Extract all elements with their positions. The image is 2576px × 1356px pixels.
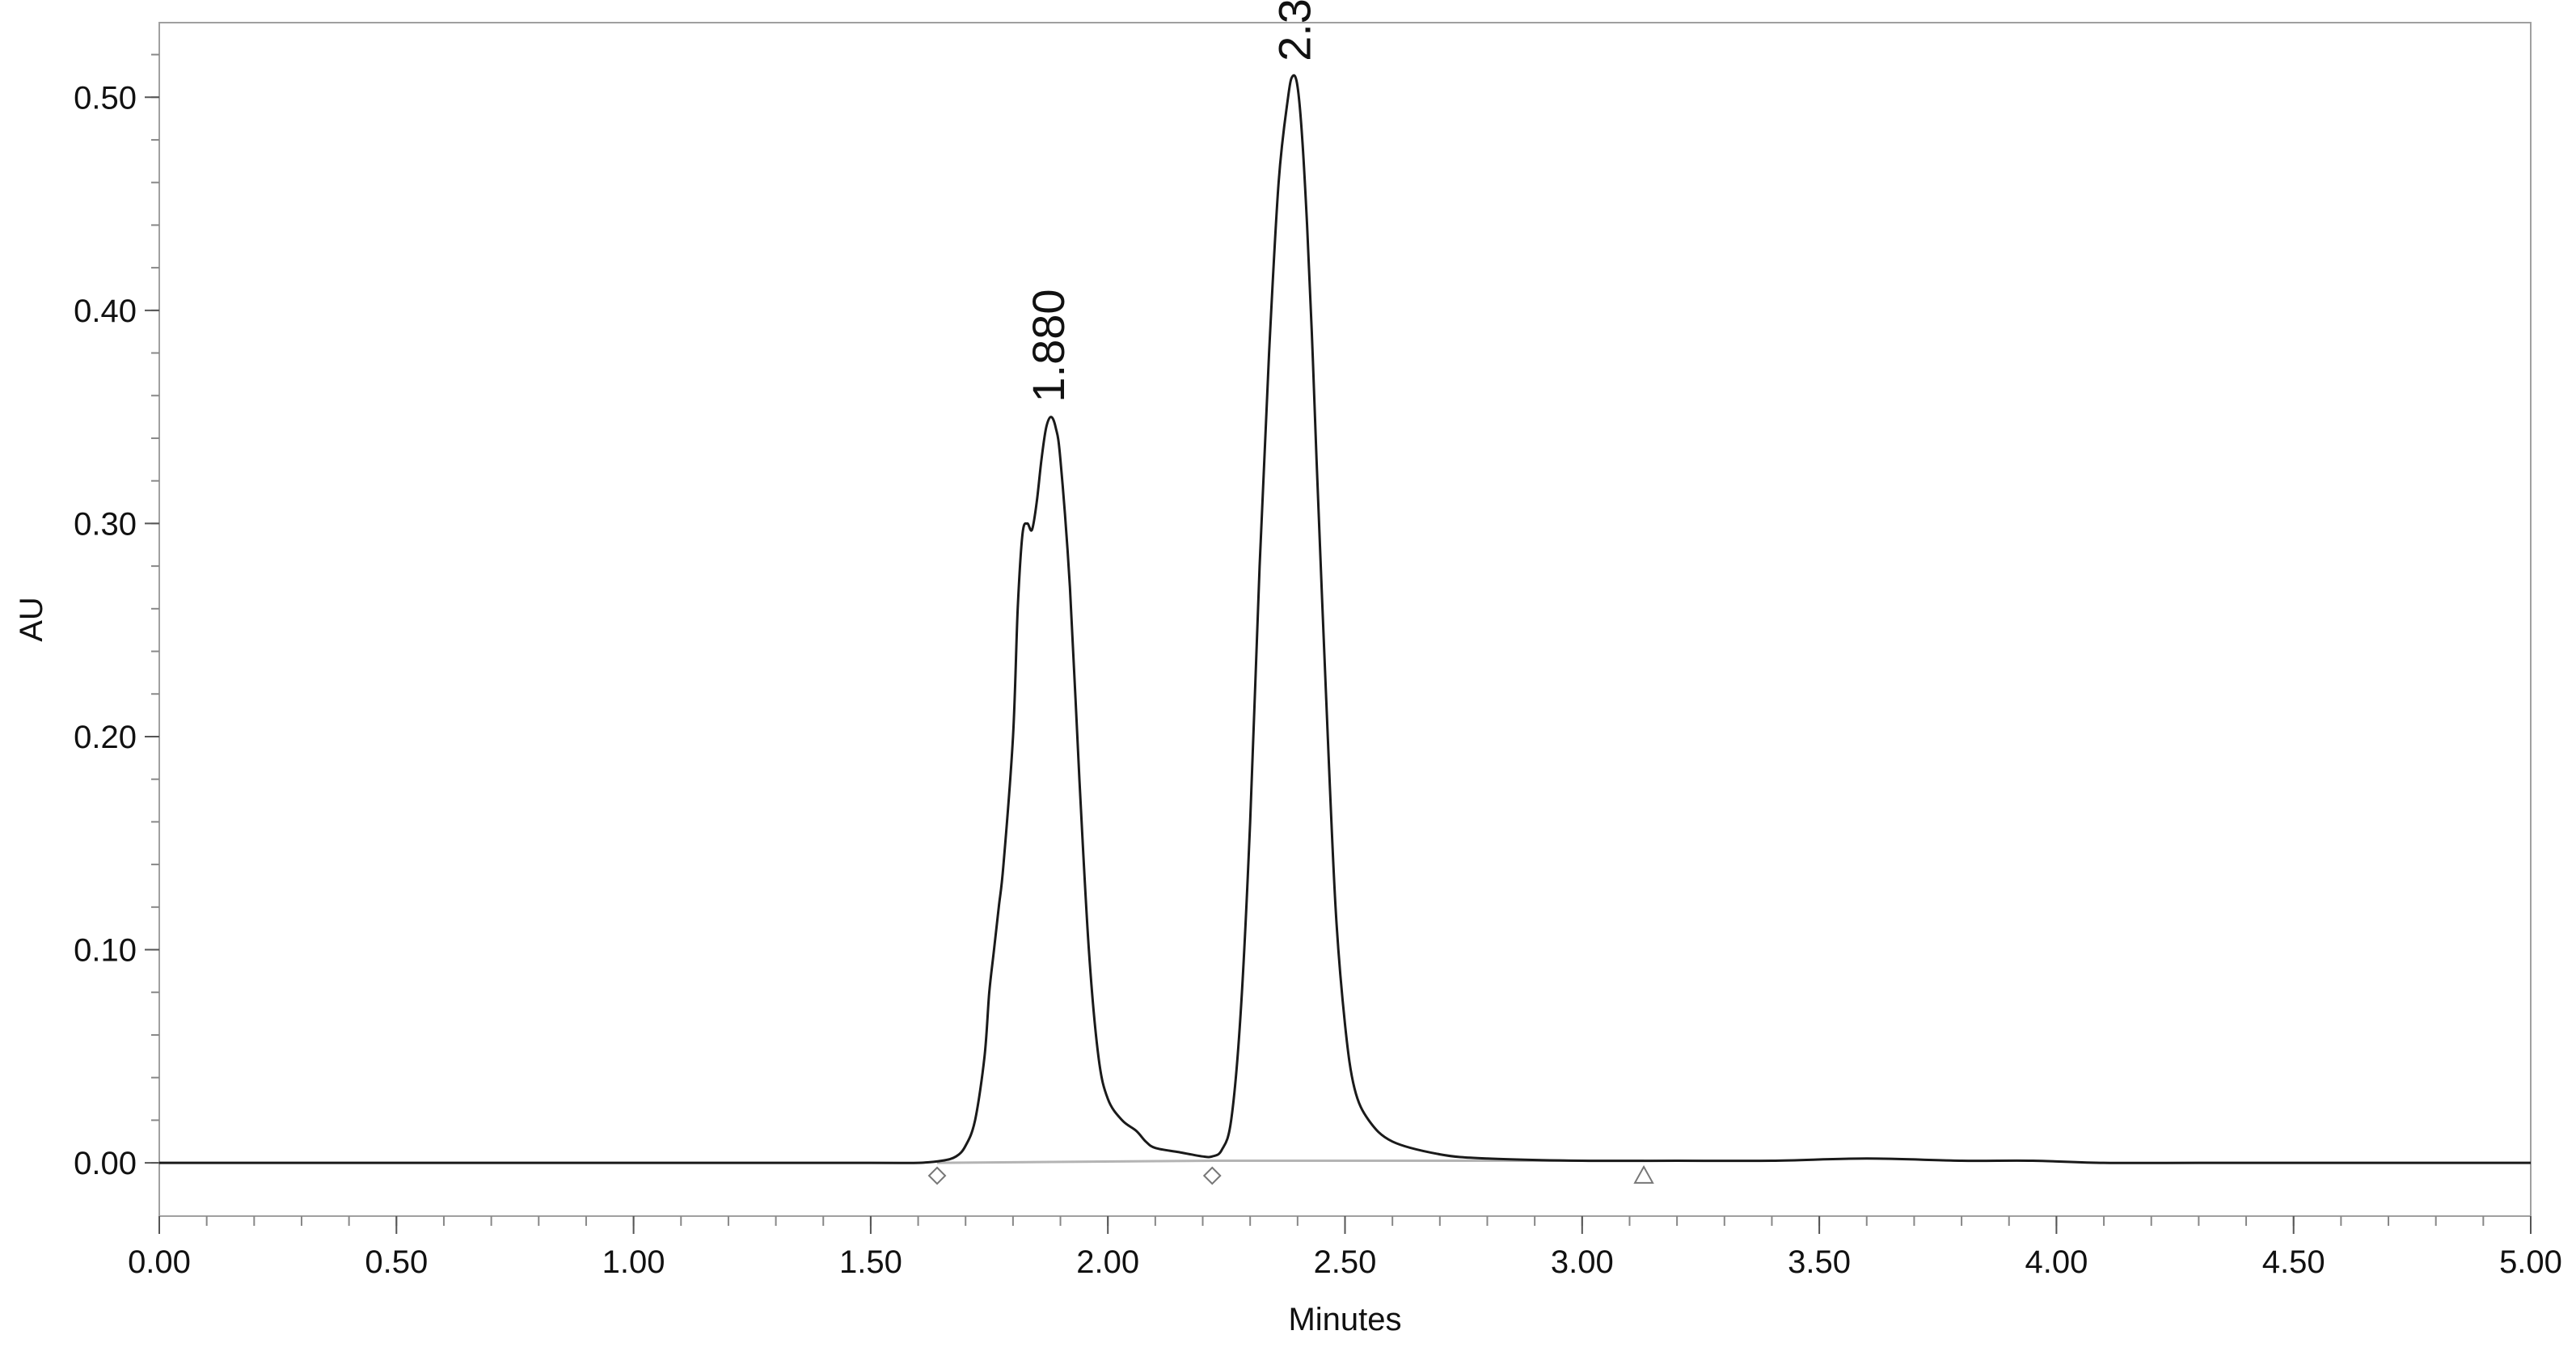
plot-layer [159,74,2531,1185]
chromatogram-trace-0 [159,74,2531,1164]
y-tick-label: 0.20 [74,720,137,755]
peak-start-marker-diamond [1202,1166,1222,1185]
y-tick-label: 0.10 [74,933,137,969]
x-tick-label: 4.00 [2025,1244,2088,1280]
y-tick-label: 0.50 [74,80,137,116]
x-tick-label: 5.00 [2499,1244,2562,1280]
peak-end-marker-triangle [1633,1164,1654,1184]
y-tick-label: 0.00 [74,1146,137,1181]
x-tick-label: 3.00 [1551,1244,1614,1280]
y-tick-label: 0.40 [74,294,137,329]
x-tick-label: 4.50 [2262,1244,2325,1280]
x-tick-label: 1.50 [839,1244,902,1280]
plot-frame [158,22,2532,1217]
peak-label: 1.880 [1023,289,1074,402]
y-axis-title: AU [14,597,49,642]
x-tick-label: 2.50 [1314,1244,1377,1280]
peak-start-marker-diamond [927,1166,947,1185]
axes-layer: 0.00 0.10 0.20 0.30 0.40 0.50 0.00 0.50 1.00 1.50… [14,22,2562,1337]
x-tick-label: 0.00 [128,1244,191,1280]
x-tick-label: 3.50 [1788,1244,1851,1280]
x-tick-label: 1.00 [602,1244,665,1280]
integration-baseline [937,1159,1645,1164]
peak-label: 2.399 [1269,0,1320,61]
x-tick-label: 2.00 [1076,1244,1139,1280]
x-tick-label: 0.50 [365,1244,428,1280]
x-axis-title: Minutes [1288,1302,1401,1337]
y-tick-label: 0.30 [74,506,137,542]
label-layer: 1.880 2.399 [1023,0,1320,403]
